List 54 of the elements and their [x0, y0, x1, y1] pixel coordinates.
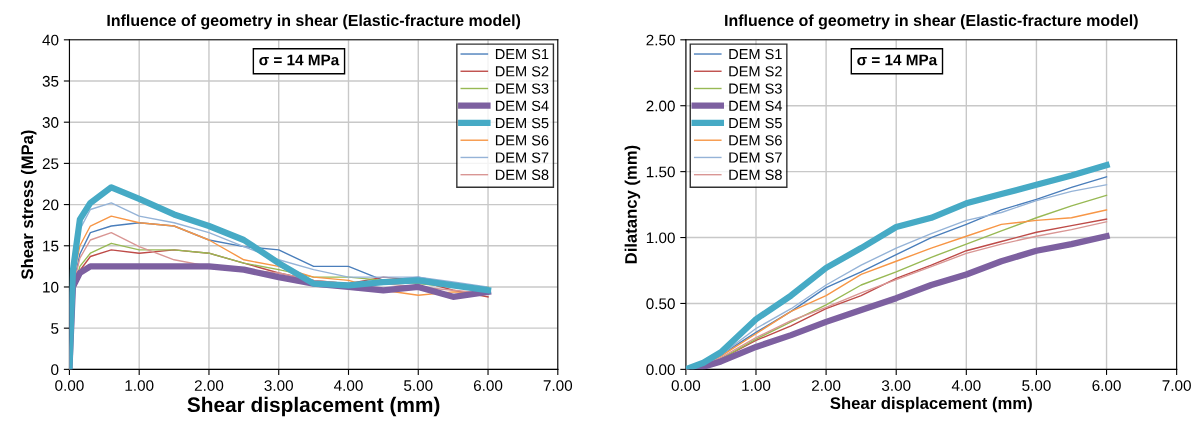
x-tick-label: 6.00 — [473, 380, 503, 391]
legend-label: DEM S7 — [729, 152, 782, 163]
y-tick-label: 1.00 — [646, 232, 675, 244]
y-tick-label: 5 — [51, 323, 59, 334]
chart-title: Influence of geometry in shear (Elastic-fracture model) — [725, 14, 1138, 30]
y-tick-label: 0.00 — [646, 364, 675, 376]
x-tick-label: 7.00 — [1162, 380, 1191, 391]
legend-label: DEM S4 — [495, 100, 549, 111]
y-tick-label: 20 — [42, 199, 59, 211]
legend-label: DEM S1 — [495, 48, 549, 60]
legend-label: DEM S2 — [729, 66, 782, 77]
x-tick-label: 2.00 — [812, 380, 841, 391]
y-tick-label: 30 — [42, 117, 59, 128]
x-tick-label: 5.00 — [404, 380, 433, 391]
legend-label: DEM S1 — [729, 48, 782, 60]
legend-label: DEM S2 — [495, 66, 549, 77]
x-tick-label: 1.00 — [125, 380, 154, 391]
y-tick-label: 40 — [42, 34, 59, 46]
y-tick-label: 2.00 — [646, 100, 675, 112]
annotation: σ = 14 MPa — [259, 54, 340, 66]
y-tick-label: 0.50 — [646, 298, 675, 310]
legend-label: DEM S7 — [495, 152, 549, 163]
x-tick-label: 2.00 — [194, 380, 224, 391]
x-tick-label: 3.00 — [881, 380, 911, 391]
legend-label: DEM S6 — [729, 135, 782, 146]
y-tick-label: 10 — [43, 281, 59, 293]
x-tick-label: 5.00 — [1022, 380, 1051, 391]
legend-label: DEM S8 — [495, 169, 549, 180]
y-tick-label: 25 — [42, 158, 59, 170]
x-tick-label: 3.00 — [264, 380, 293, 391]
y-tick-label: 1.50 — [646, 166, 675, 178]
x-tick-label: 7.00 — [543, 380, 573, 391]
x-tick-label: 4.00 — [951, 380, 981, 391]
legend-label: DEM S6 — [495, 135, 549, 146]
legend-label: DEM S3 — [495, 83, 549, 94]
x-axis-title: Shear displacement (mm) — [187, 396, 440, 417]
x-tick-label: 6.00 — [1092, 380, 1121, 391]
legend-label: DEM S8 — [729, 169, 782, 180]
x-tick-label: 1.00 — [742, 380, 771, 391]
legend-label: DEM S5 — [729, 117, 782, 129]
y-tick-label: 35 — [42, 75, 59, 87]
y-axis-title: Shear stress (MPa) — [20, 130, 37, 280]
x-tick-label: 0.00 — [671, 380, 701, 391]
y-tick-label: 0 — [51, 364, 59, 376]
annotation: σ = 14 MPa — [857, 54, 938, 66]
legend-label: DEM S4 — [729, 100, 783, 111]
legend-label: DEM S3 — [729, 83, 782, 94]
y-tick-label: 15 — [43, 240, 59, 252]
legend-label: DEM S5 — [495, 117, 549, 129]
x-axis-title: Shear displacement (mm) — [830, 396, 1032, 413]
y-axis-title: Dilatancy (mm) — [624, 145, 641, 264]
chart-title: Influence of geometry in shear (Elastic-fracture model) — [107, 14, 521, 30]
y-tick-label: 2.50 — [646, 34, 675, 46]
x-tick-label: 4.00 — [333, 380, 363, 391]
